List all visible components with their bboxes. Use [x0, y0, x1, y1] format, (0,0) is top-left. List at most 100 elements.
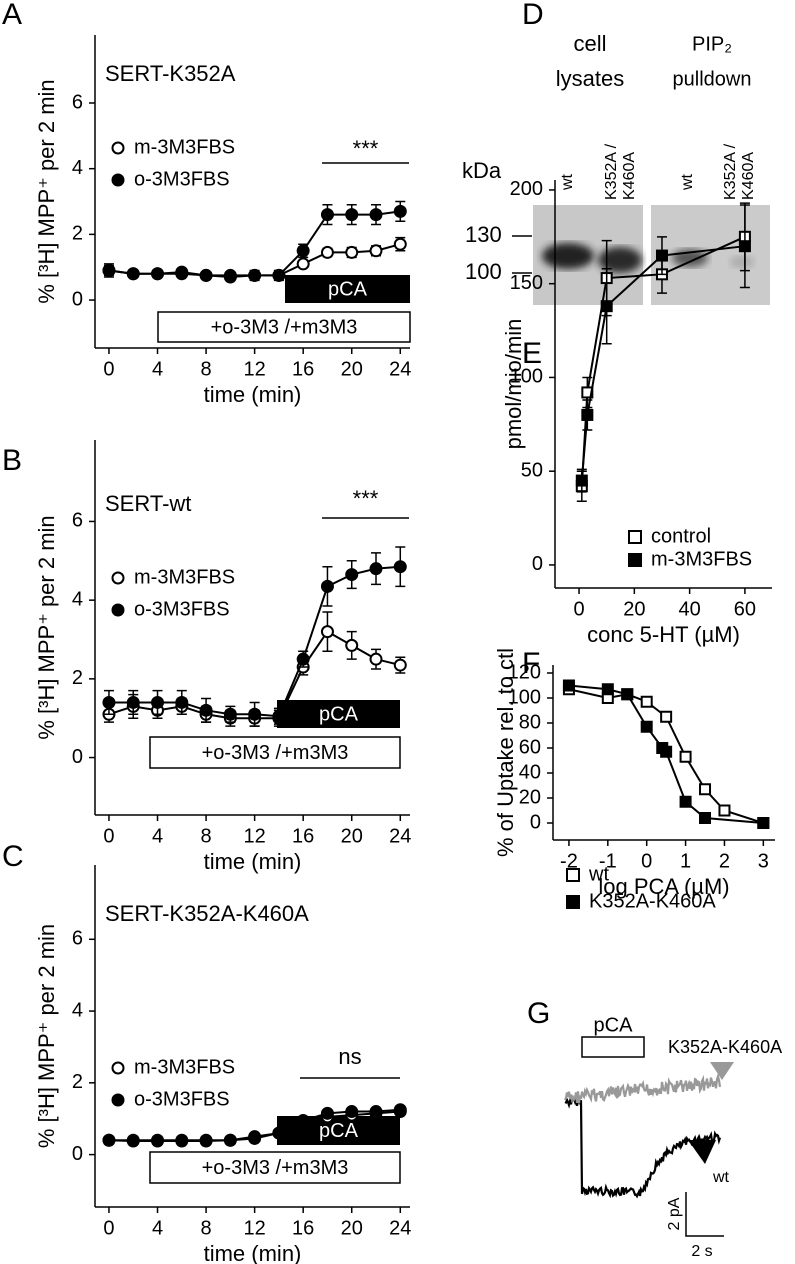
data-point [601, 683, 614, 696]
x-tick-label: 4 [152, 358, 163, 380]
x-tick-label: 8 [201, 825, 212, 847]
data-point [393, 560, 407, 574]
x-tick-label: 8 [201, 1217, 212, 1239]
treatment-label: pCA [319, 703, 359, 725]
y-tick-label: 6 [72, 928, 83, 950]
y-tick-label: 0 [72, 746, 83, 768]
y-tick-label: 4 [72, 588, 83, 610]
data-point [175, 695, 189, 709]
legend-marker [111, 603, 125, 617]
data-point [640, 720, 653, 733]
legend-marker [628, 553, 642, 567]
data-point [320, 625, 334, 639]
x-axis-label: log PCA (µM) [598, 874, 729, 899]
blot-group: PIP₂ [692, 33, 732, 55]
treatment-label: pCA [319, 1120, 359, 1142]
data-point [393, 1103, 407, 1117]
data-point [320, 1106, 334, 1120]
data-point [126, 695, 140, 709]
data-point [272, 709, 286, 723]
legend-label: o-3M3FBS [134, 168, 230, 190]
y-tick-label: 0 [532, 553, 543, 575]
data-point [660, 745, 673, 758]
y-tick-label: 6 [72, 510, 83, 532]
y-tick-label: 0 [72, 1143, 83, 1165]
legend-marker [111, 1093, 125, 1107]
panel-label: C [2, 840, 24, 873]
data-point [199, 268, 213, 282]
data-point [175, 265, 189, 279]
chart-title: SERT-K352A [105, 61, 236, 86]
significance-label: ns [338, 1044, 361, 1069]
arrowhead [688, 1140, 716, 1164]
trace-label: K352A-K460A [668, 1037, 782, 1057]
band [542, 243, 594, 269]
chart-title: SERT-wt [105, 491, 191, 516]
data-point [320, 579, 334, 593]
data-point [369, 652, 383, 666]
data-point [393, 658, 407, 672]
marker-label: 100 [465, 259, 502, 284]
panel-label: D [522, 0, 544, 31]
x-tick-label: 12 [243, 358, 265, 380]
legend-label: o-3M3FBS [134, 598, 230, 620]
data-point [345, 1105, 359, 1119]
stimulus-bar [581, 1036, 645, 1058]
x-axis-label: time (min) [204, 1241, 302, 1264]
data-point [640, 695, 653, 708]
data-point [296, 652, 310, 666]
x-tick-label: 20 [341, 825, 363, 847]
x-tick-label: -1 [599, 850, 617, 872]
data-point [345, 245, 359, 259]
y-axis-label: pmol/mio/min [501, 319, 526, 450]
x-tick-label: 12 [243, 825, 265, 847]
legend-marker [111, 571, 125, 585]
legend-label: m-3M3FBS [134, 566, 235, 588]
x-tick-label: 24 [389, 1217, 411, 1239]
data-point [369, 562, 383, 576]
blot-unit: kDa [462, 158, 502, 183]
data-point [151, 1133, 165, 1147]
data-point [151, 267, 165, 281]
y-tick-label: 2 [72, 223, 83, 245]
panel-label: G [527, 997, 550, 1030]
data-point [320, 245, 334, 259]
y-tick-label: 50 [521, 459, 543, 481]
y-tick-label: 120 [508, 661, 541, 683]
data-point [223, 268, 237, 282]
x-tick-label: 12 [243, 1217, 265, 1239]
x-tick-label: 16 [292, 358, 314, 380]
data-point [223, 707, 237, 721]
data-point [102, 1133, 116, 1147]
legend-marker [628, 530, 642, 544]
x-tick-label: 0 [103, 825, 114, 847]
y-tick-label: 80 [519, 711, 541, 733]
data-point [581, 408, 594, 421]
data-point [126, 1133, 140, 1147]
data-point [345, 208, 359, 222]
y-tick-label: 40 [519, 761, 541, 783]
blot-group: pulldown [673, 68, 752, 90]
legend-marker [111, 173, 125, 187]
data-point [223, 1133, 237, 1147]
x-tick-label: 16 [292, 825, 314, 847]
y-tick-label: 60 [519, 736, 541, 758]
panel-label: A [2, 0, 22, 31]
treatment-label: pCA [328, 278, 368, 300]
y-tick-label: 150 [510, 272, 543, 294]
x-tick-label: 20 [623, 598, 645, 620]
trace [563, 1072, 722, 1104]
panel-label: B [2, 444, 22, 477]
series-line [108, 210, 401, 277]
y-tick-label: 0 [72, 288, 83, 310]
chart-title: SERT-K352A-K460A [105, 901, 309, 926]
legend-marker [111, 1061, 125, 1075]
legend-marker [111, 141, 125, 155]
significance-label: *** [353, 136, 379, 161]
treatment-box-label: +o-3M3 /+m3M3 [211, 316, 358, 338]
x-axis-label: time (min) [204, 849, 302, 874]
data-point [248, 268, 262, 282]
data-point [272, 1126, 286, 1140]
data-point [296, 257, 310, 271]
x-tick-label: 4 [152, 1217, 163, 1239]
